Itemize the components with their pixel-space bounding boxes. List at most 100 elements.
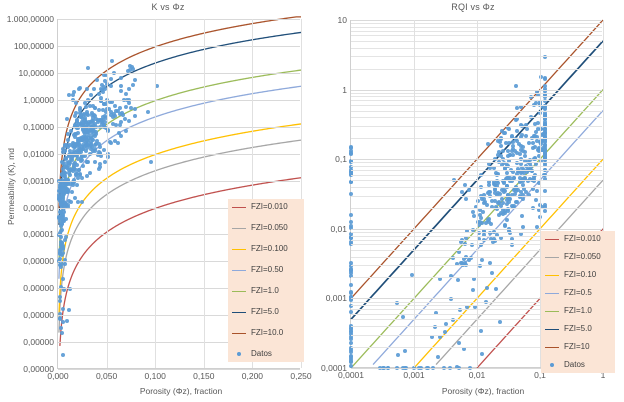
legend-item[interactable]: Datos [232,350,298,358]
gridline-horizontal-minor [351,195,602,197]
scatter-point [508,179,513,184]
gridline-horizontal-minor [351,207,602,209]
scatter-point [349,357,353,362]
scatter-point [90,111,95,116]
legend-item[interactable]: FZI=1.0 [232,287,298,295]
legend-item[interactable]: FZI=0.50 [232,266,298,274]
scatter-point [531,205,536,210]
scatter-point [514,105,519,110]
scatter-point [516,141,521,146]
scatter-point [109,110,114,114]
scatter-point [60,213,65,218]
scatter-point [531,146,535,151]
gridline-horizontal-minor [351,170,602,171]
gridline-horizontal [58,99,300,101]
legend-item-label: Datos [564,360,585,369]
scatter-point [450,256,455,261]
scatter-point [349,290,353,295]
scatter-point [498,319,503,324]
legend-item[interactable]: FZI=1.0 [545,307,609,315]
legend-item[interactable]: FZI=5.0 [232,308,298,316]
scatter-point [504,218,509,222]
gridline-horizontal-minor [351,239,602,241]
legend-item[interactable]: FZI=10 [545,343,609,351]
legend-item[interactable]: FZI=0.010 [545,235,609,243]
scatter-point [503,166,507,170]
legend-item[interactable]: FZI=0.10 [545,271,609,279]
scatter-point [74,111,79,116]
scatter-point [109,112,114,117]
plot-area-right: 10 1 0,1 0,01 0,001 0,0001 0,0001 0,001 0,01 0,1 1 [321,15,605,380]
scatter-point [61,277,66,282]
scatter-point [543,176,547,181]
legend-item[interactable]: FZI=0.100 [232,245,298,253]
y-axis-tick-label: 0,10000 [23,121,54,132]
scatter-point [80,146,85,151]
scatter-point [349,213,353,217]
legend-marker-line [232,248,246,250]
scatter-point [66,170,71,175]
legend-item[interactable]: FZI=0.5 [545,289,609,297]
scatter-point [73,172,78,177]
x-axis-title-left: Porosity (Φz), fraction [139,386,223,396]
scatter-point [492,191,497,196]
scatter-point [82,154,87,158]
scatter-point [487,165,492,170]
scatter-point [508,231,512,236]
gridline-horizontal-minor [351,162,602,164]
scatter-point [58,265,63,269]
legend-item[interactable]: FZI=0.050 [545,253,609,261]
y-axis-tick-label: 0,00000 [23,283,54,294]
scatter-point [451,178,456,182]
legend-item[interactable]: FZI=0.050 [232,224,298,232]
y-axis-tick-label: 1.000,00000 [6,14,54,24]
scatter-point [145,110,150,115]
scatter-point [520,193,525,198]
scatter-point [63,149,68,154]
scatter-point [67,153,72,158]
scatter-point [503,223,508,228]
scatter-point [543,95,547,100]
legend-item[interactable]: Datos [545,361,609,369]
scatter-point [67,173,72,178]
scatter-point [472,277,477,282]
legend-item[interactable]: FZI=10.0 [232,329,298,337]
scatter-point [61,207,66,212]
scatter-point [506,140,511,145]
scatter-point [508,176,513,181]
chart-panel-rqi-vs-phiz: RQI vs Φz Porosity (Φz), fraction 10 1 0,1… [312,0,624,402]
scatter-point [128,68,133,73]
scatter-point [540,104,545,109]
legend-item-label: FZI=10.0 [251,328,284,337]
scatter-point [129,106,134,111]
legend-marker-line [545,274,559,276]
scatter-point [119,133,124,138]
scatter-point [87,171,92,176]
scatter-point [505,201,509,206]
scatter-point [523,149,528,154]
scatter-point [77,172,82,177]
scatter-point [64,189,69,194]
scatter-point [532,177,537,182]
scatter-point [125,69,130,73]
scatter-point [464,196,469,201]
legend-item[interactable]: FZI=5.0 [545,325,609,333]
scatter-point [104,126,109,131]
scatter-point [68,149,73,154]
legend-item-label: FZI=0.5 [564,288,592,297]
scatter-point [472,304,477,309]
scatter-point [490,198,495,203]
scatter-point [109,58,114,63]
gridline-vertical [540,20,541,367]
scatter-point [498,203,503,208]
legend-item[interactable]: FZI=0.010 [232,203,298,211]
scatter-point [107,99,112,104]
scatter-point [500,201,505,206]
y-axis-tick-label: 0,1 [335,154,347,165]
scatter-point [498,153,503,158]
scatter-point [349,159,353,164]
scatter-point [83,149,88,154]
gridline-horizontal [351,89,602,91]
scatter-point [57,295,62,300]
scatter-point [57,257,62,262]
